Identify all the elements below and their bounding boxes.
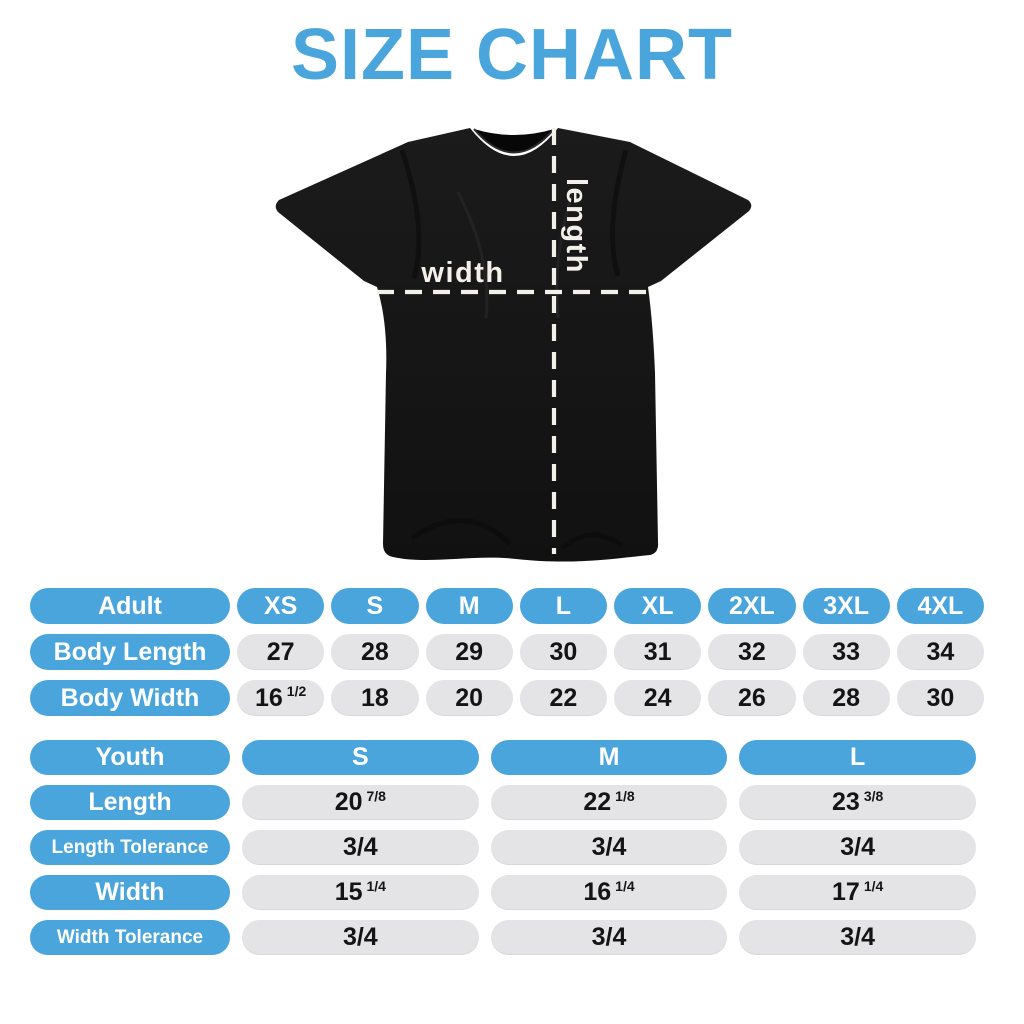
value: 3/4 [591,923,627,951]
value: 15 [334,878,363,906]
value: 32 [737,637,766,666]
tshirt-collar-seam [473,128,555,154]
row-label: Width [30,875,230,910]
table-header-label: Youth [30,740,230,775]
value: 20 [334,788,363,816]
value-cell: 3/4 [242,920,479,955]
size-header-m: M [425,588,513,624]
value-fraction: 1/2 [286,683,307,699]
value: 31 [643,637,672,666]
size-header-3xl: 3XL [802,588,890,624]
value-cell: 3/4 [490,830,728,865]
value: 17 [832,878,860,906]
value: 16 [583,878,612,906]
value-fraction: 1/4 [863,877,884,894]
value: 34 [926,637,955,666]
value-fraction: 1/4 [615,877,635,894]
value: 24 [643,683,672,712]
value-cell: 24 [614,680,702,716]
value: 3/4 [342,923,378,951]
value-cell: 31 [614,634,702,670]
size-header-2xl: 2XL [708,588,796,624]
value: 23 [832,788,860,816]
page-title: SIZE CHART [291,15,733,95]
value-cell: 3/4 [490,920,728,955]
value: 3/4 [840,833,876,861]
table-header-label: Adult [30,588,230,624]
value-fraction: 3/8 [863,787,884,804]
tshirt-svg: width length [275,128,752,562]
value: 22 [583,788,612,816]
value-cell: 3/4 [739,830,976,865]
value-cell: 16 1/4 [490,875,728,910]
size-header-s: S [242,740,479,775]
value-cell: 32 [708,634,796,670]
width-label: width [420,257,504,289]
value-cell: 28 [802,680,890,716]
length-label: length [560,178,592,274]
value-cell: 3/4 [242,830,479,865]
value: 30 [549,637,578,666]
value: 16 [254,683,283,712]
tshirt-measurement-diagram: width length [262,108,762,578]
size-header-xs: XS [237,588,325,624]
tshirt-shape [275,128,752,562]
value-cell: 28 [331,634,419,670]
size-header-xl: XL [614,588,702,624]
value: 20 [455,683,484,712]
value: 22 [549,683,578,712]
value-cell: 33 [802,634,890,670]
value-cell: 3/4 [739,920,976,955]
value-fraction: 7/8 [366,787,386,804]
value: 30 [926,683,955,712]
value: 28 [832,683,861,712]
value-cell: 27 [237,634,325,670]
youth-size-table: Youth S M L Length 20 7/8 22 1/8 23 3/8 Length Tole… [30,740,976,955]
value: 27 [266,637,295,666]
value-cell: 34 [896,634,984,670]
value-cell: 22 [519,680,607,716]
row-label: Length Tolerance [30,830,230,865]
tshirt-wrinkles [399,149,629,550]
size-header-l: L [519,588,607,624]
value-cell: 20 7/8 [242,785,479,820]
value-cell: 18 [331,680,419,716]
size-header-m: M [490,740,728,775]
value: 29 [455,637,484,666]
size-header-l: L [739,740,976,775]
value: 28 [360,637,389,666]
value: 3/4 [342,833,378,861]
value: 33 [832,637,861,666]
size-header-s: S [331,588,419,624]
value-cell: 23 3/8 [739,785,976,820]
value-cell: 15 1/4 [242,875,479,910]
value-cell: 29 [425,634,513,670]
value-fraction: 1/8 [615,787,635,804]
adult-size-table: Adult XS S M L XL 2XL 3XL 4XL Body Length 27 28 29 30… [30,588,984,716]
value-cell: 26 [708,680,796,716]
value-cell: 30 [519,634,607,670]
row-label: Width Tolerance [30,920,230,955]
size-header-4xl: 4XL [896,588,984,624]
value: 18 [360,683,389,712]
value: 3/4 [591,833,627,861]
row-label: Body Length [30,634,230,670]
row-label: Body Width [30,680,230,716]
value: 3/4 [840,923,876,951]
value-cell: 17 1/4 [739,875,976,910]
value-cell: 16 1/2 [237,680,325,716]
value-fraction: 1/4 [366,877,386,894]
value-cell: 22 1/8 [490,785,728,820]
row-label: Length [30,785,230,820]
value-cell: 30 [896,680,984,716]
value: 26 [737,683,766,712]
value-cell: 20 [425,680,513,716]
